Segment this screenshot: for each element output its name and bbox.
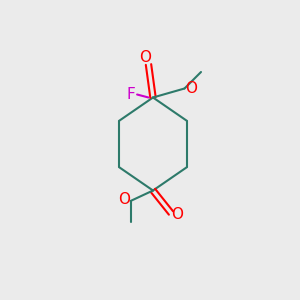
Text: O: O [118, 192, 130, 207]
Text: O: O [172, 207, 184, 222]
Text: F: F [126, 87, 135, 102]
Text: O: O [185, 81, 197, 96]
Text: O: O [140, 50, 152, 64]
